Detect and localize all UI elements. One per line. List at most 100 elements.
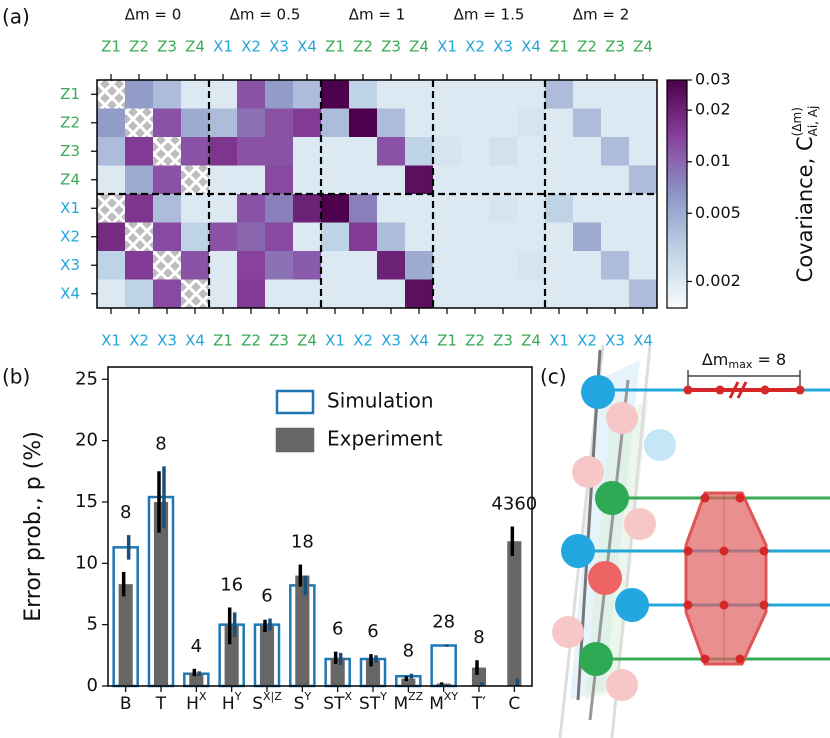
col-label-top: Z4: [633, 38, 653, 56]
heatmap-cell: [237, 194, 266, 223]
heatmap-cell: [321, 251, 350, 280]
heatmap-cell: [517, 279, 546, 309]
count-label: 6: [367, 621, 378, 642]
x-tick-label: STY: [359, 690, 387, 714]
col-label-bottom: Z1: [437, 332, 457, 350]
heatmap-cell: [293, 279, 322, 309]
dot: [715, 385, 725, 395]
count-label: 8: [155, 433, 166, 454]
colorbar-tick-label: 0.005: [695, 203, 741, 222]
plot-frame: [107, 366, 533, 687]
bar-experiment: [401, 678, 416, 686]
dot: [760, 385, 770, 395]
heatmap-cell: [545, 80, 574, 109]
x-tick-label-sup: XY: [444, 690, 459, 703]
qubit: [644, 429, 676, 461]
x-tick-label: HY: [222, 690, 242, 714]
col-label-top: Z2: [129, 38, 149, 56]
colorbar-label-text: Covariance, C: [793, 136, 817, 282]
x-tick-label: MXY: [429, 690, 458, 714]
col-label-top: Z2: [577, 38, 597, 56]
col-label-top: X2: [465, 38, 485, 56]
col-label-top: X1: [213, 38, 233, 56]
heatmap-cell: [237, 108, 266, 138]
heatmap-cell: [573, 251, 602, 280]
col-label-top: Z3: [157, 38, 177, 56]
group-title: Δm = 1: [349, 6, 406, 24]
heatmap-cell: [377, 279, 406, 309]
heatmap-cell: [433, 251, 462, 280]
heatmap-cell: [181, 108, 210, 138]
x-tick-label-base: ST: [323, 694, 345, 714]
x-tick-label-sup: Y: [303, 690, 311, 703]
heatmap-cell: [125, 194, 154, 223]
heatmap-cell: [321, 222, 350, 252]
heatmap-cell: [293, 80, 322, 109]
x-tick-label-sup: X|Z: [263, 690, 282, 703]
group-title: Δm = 1.5: [454, 6, 525, 24]
heatmap-cell: [377, 137, 406, 166]
heatmap-cell: [601, 251, 630, 280]
bar-experiment: [295, 575, 310, 686]
count-label: 6: [261, 586, 272, 607]
heatmap-cell: [601, 80, 630, 109]
span-label-text: Δm: [702, 350, 729, 369]
heatmap-cell: [405, 279, 434, 309]
heatmap-frame: [96, 79, 658, 309]
heatmap-cell: [629, 108, 658, 138]
heatmap-cell: [153, 80, 182, 109]
heatmap-cell: [125, 137, 154, 166]
col-label-bottom: X4: [185, 332, 205, 350]
heatmap-cell: [461, 251, 490, 280]
qubit: [581, 375, 615, 409]
heatmap-cell: [377, 108, 406, 138]
masked-cell: [125, 222, 154, 252]
heatmap-cell: [321, 165, 350, 195]
heatmap-cell: [209, 108, 238, 138]
heatmap-cell: [265, 80, 294, 109]
count-label: 4360: [491, 494, 537, 515]
heatmap-cell: [433, 279, 462, 309]
x-tick-label-sup: Y: [379, 690, 387, 703]
heatmap-cell: [265, 222, 294, 252]
heatmap-cell: [601, 165, 630, 195]
heatmap-cell: [517, 251, 546, 280]
heatmap-cell: [517, 137, 546, 166]
heatmap-cell: [489, 137, 518, 166]
heatmap-cell: [489, 80, 518, 109]
heatmap-cell: [209, 194, 238, 223]
col-label-top: Z4: [409, 38, 429, 56]
heatmap-cell: [573, 137, 602, 166]
heatmap-cell: [461, 165, 490, 195]
x-tick-label: HX: [186, 690, 207, 714]
heatmap-cell: [601, 222, 630, 252]
heatmap-cell: [125, 80, 154, 109]
col-label-top: Z3: [605, 38, 625, 56]
heatmap-cell: [209, 279, 238, 309]
panel-label: (c): [540, 365, 567, 389]
heatmap-cell: [545, 137, 574, 166]
legend-label: Simulation: [327, 389, 434, 413]
col-label-top: Z1: [101, 38, 121, 56]
heatmap-cell: [97, 279, 126, 309]
heatmap-cell: [489, 165, 518, 195]
heatmap-cell: [629, 251, 658, 280]
heatmap-cell: [125, 251, 154, 280]
dot: [795, 385, 805, 395]
x-tick-label: MZZ: [393, 690, 423, 714]
heatmap-cell: [209, 137, 238, 166]
colorbar-tick-label: 0.02: [695, 100, 731, 119]
heatmap-cell: [377, 165, 406, 195]
heatmap-cell: [321, 108, 350, 138]
heatmap-cell: [265, 137, 294, 166]
col-label-bottom: X1: [549, 332, 569, 350]
bar-experiment: [436, 683, 451, 686]
diagram: Δmmax = 8: [552, 344, 830, 738]
x-tick-label: C: [508, 694, 520, 714]
heatmap-cell: [517, 194, 546, 223]
heatmap-cell: [237, 137, 266, 166]
bar-experiment: [118, 584, 133, 686]
x-tick-label-base: S: [252, 694, 263, 714]
heatmap-cell: [97, 165, 126, 195]
heatmap-cell: [629, 137, 658, 166]
